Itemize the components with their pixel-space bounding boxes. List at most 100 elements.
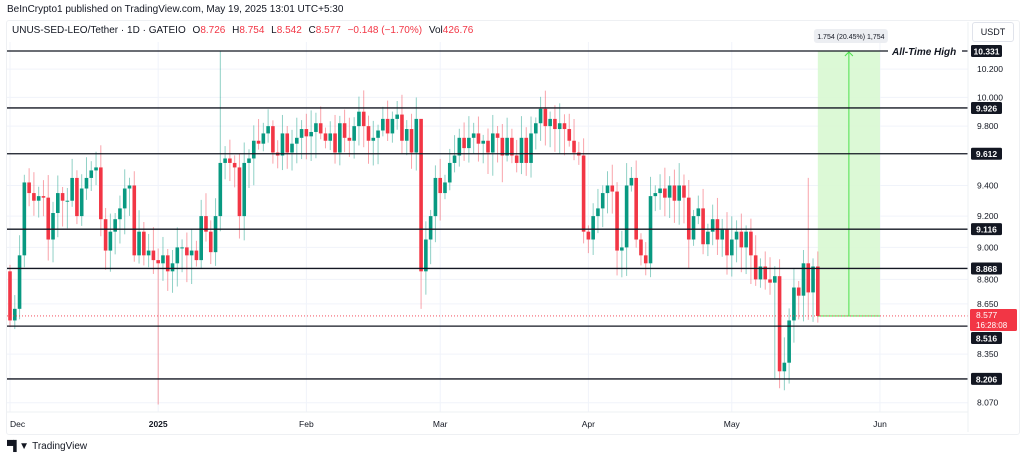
candle[interactable]	[696, 195, 701, 225]
candle[interactable]	[299, 120, 304, 160]
candle[interactable]	[796, 281, 801, 320]
candle[interactable]	[395, 101, 399, 130]
candle[interactable]	[361, 90, 366, 148]
candle[interactable]	[242, 142, 247, 241]
candle[interactable]	[715, 197, 720, 255]
candle[interactable]	[653, 185, 658, 212]
candle[interactable]	[720, 218, 725, 257]
candle[interactable]	[596, 188, 600, 234]
candle[interactable]	[801, 249, 806, 322]
candle[interactable]	[457, 128, 462, 167]
candle[interactable]	[280, 114, 285, 171]
candle[interactable]	[404, 120, 409, 156]
candle[interactable]	[223, 146, 227, 180]
candle[interactable]	[624, 163, 629, 276]
candle[interactable]	[725, 212, 729, 275]
candle[interactable]	[543, 90, 548, 146]
candle[interactable]	[481, 134, 486, 164]
candle[interactable]	[462, 122, 466, 161]
candle[interactable]	[12, 295, 17, 330]
candle[interactable]	[768, 257, 772, 295]
candle[interactable]	[237, 153, 242, 239]
candle[interactable]	[605, 171, 610, 214]
candle[interactable]	[643, 242, 648, 276]
candle[interactable]	[390, 111, 395, 143]
candle[interactable]	[806, 177, 811, 320]
candle[interactable]	[79, 174, 84, 226]
candle[interactable]	[146, 233, 151, 268]
candle[interactable]	[189, 228, 194, 285]
candle[interactable]	[773, 266, 777, 379]
candle[interactable]	[739, 213, 744, 273]
candle[interactable]	[548, 111, 552, 148]
candle[interactable]	[529, 116, 533, 178]
candle[interactable]	[46, 175, 51, 261]
candle[interactable]	[424, 221, 428, 295]
candle[interactable]	[232, 155, 237, 188]
candle[interactable]	[194, 240, 199, 267]
candle[interactable]	[27, 168, 31, 207]
candle[interactable]	[65, 187, 70, 229]
candle[interactable]	[333, 114, 337, 164]
candle[interactable]	[682, 174, 686, 224]
candle[interactable]	[567, 113, 572, 147]
candle[interactable]	[677, 163, 681, 225]
candle[interactable]	[137, 210, 141, 264]
candle[interactable]	[490, 114, 495, 176]
candle[interactable]	[557, 103, 562, 154]
candle[interactable]	[514, 139, 519, 173]
candle[interactable]	[208, 220, 213, 265]
candle[interactable]	[686, 179, 691, 268]
candle[interactable]	[323, 127, 328, 149]
candle[interactable]	[734, 220, 739, 263]
candle[interactable]	[318, 106, 323, 140]
candle[interactable]	[122, 169, 127, 235]
candle[interactable]	[792, 268, 796, 343]
candle[interactable]	[758, 258, 763, 288]
candle[interactable]	[60, 186, 65, 227]
candle[interactable]	[787, 308, 791, 384]
candle[interactable]	[251, 125, 256, 186]
candle[interactable]	[352, 117, 356, 159]
candle[interactable]	[534, 117, 538, 150]
candle[interactable]	[342, 109, 347, 153]
candle[interactable]	[782, 337, 787, 391]
candle[interactable]	[70, 158, 74, 207]
candle[interactable]	[438, 158, 442, 221]
candle[interactable]	[51, 201, 55, 263]
candle[interactable]	[581, 138, 586, 244]
candle[interactable]	[113, 213, 117, 255]
candle[interactable]	[170, 249, 175, 293]
candle[interactable]	[266, 109, 270, 143]
candle[interactable]	[185, 232, 189, 283]
candle[interactable]	[409, 113, 414, 169]
candle[interactable]	[309, 110, 313, 161]
candle[interactable]	[600, 185, 605, 228]
candle[interactable]	[347, 117, 352, 157]
candle[interactable]	[213, 198, 218, 266]
candle[interactable]	[753, 235, 758, 286]
candle[interactable]	[505, 117, 509, 162]
candle[interactable]	[261, 122, 266, 152]
candle[interactable]	[428, 209, 433, 265]
candle[interactable]	[290, 129, 294, 171]
candle[interactable]	[32, 172, 36, 216]
candle[interactable]	[295, 117, 299, 164]
candle[interactable]	[419, 118, 423, 309]
candle[interactable]	[610, 164, 615, 214]
candle[interactable]	[108, 213, 113, 272]
candle[interactable]	[314, 112, 318, 159]
candle[interactable]	[127, 177, 132, 216]
candle[interactable]	[447, 148, 452, 191]
candle[interactable]	[667, 176, 672, 219]
candle[interactable]	[639, 233, 643, 266]
candle[interactable]	[381, 106, 385, 137]
candle[interactable]	[271, 120, 275, 164]
candle[interactable]	[763, 251, 768, 290]
candle[interactable]	[180, 239, 184, 273]
candle[interactable]	[165, 248, 170, 291]
symbol-info[interactable]: UNUS-SED-LEO/Tether · 1D · GATEIO	[12, 25, 186, 36]
candle[interactable]	[586, 225, 591, 254]
candle[interactable]	[161, 236, 165, 281]
candle[interactable]	[620, 230, 624, 278]
